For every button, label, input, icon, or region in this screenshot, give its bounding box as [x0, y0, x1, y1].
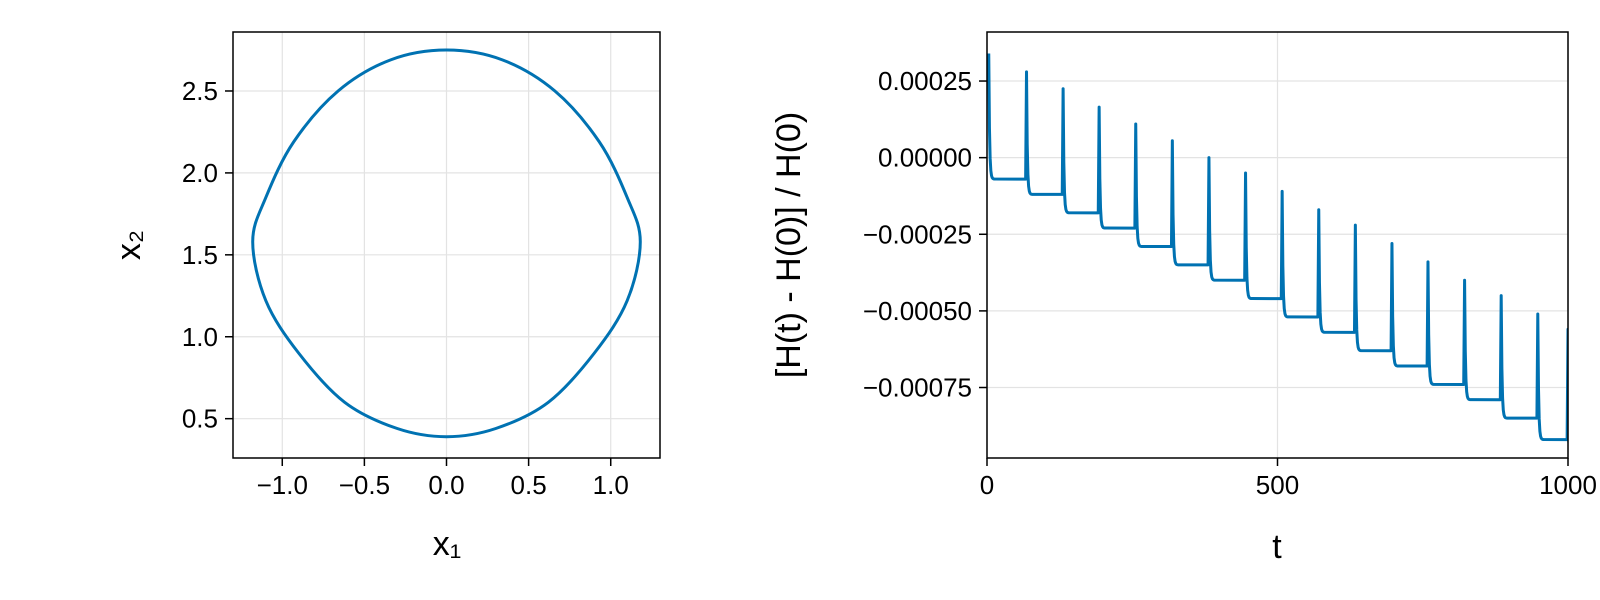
- energy-error-y-tick-label: 0.00000: [878, 143, 972, 173]
- energy-error-grid: [986, 32, 1569, 458]
- phase-portrait-y-tick-label: 0.5: [182, 404, 218, 434]
- phase-portrait-grid: [233, 32, 660, 458]
- phase-portrait-y-tick-label: 2.0: [182, 158, 218, 188]
- phase-portrait-x-tick-label: −0.5: [339, 470, 390, 500]
- phase-portrait-y-tick-label: 1.0: [182, 322, 218, 352]
- phase-portrait-x-tick-label: 0.5: [511, 470, 547, 500]
- energy-error-y-tick-label: −0.00050: [863, 296, 972, 326]
- energy-error-series-line: [987, 53, 1568, 445]
- energy-error-x-axis-title: t: [1272, 528, 1282, 566]
- phase-portrait-y-axis-title: x₂: [110, 230, 148, 260]
- energy-error-y-tick-label: −0.00025: [863, 219, 972, 249]
- phase-portrait-ticks: −1.0 −0.5 0.0 0.5 1.0 0.5 1.0 1.5 2.0 2.5: [182, 76, 629, 500]
- phase-portrait-y-tick-label: 2.5: [182, 76, 218, 106]
- energy-error-y-tick-label: 0.00025: [878, 66, 972, 96]
- phase-portrait-x-tick-label: 1.0: [593, 470, 629, 500]
- phase-portrait-x-tick-label: −1.0: [257, 470, 308, 500]
- energy-error-ticks: 0 500 1000 0.00025 0.00000 −0.00025 −0.00050 −0…: [863, 66, 1597, 500]
- energy-error-y-axis-title: [H(t) - H(0)] / H(0): [770, 112, 808, 378]
- energy-error-x-tick-label: 500: [1256, 470, 1299, 500]
- energy-error-x-tick-label: 1000: [1539, 470, 1597, 500]
- energy-error-panel: 0 500 1000 0.00025 0.00000 −0.00025 −0.00050 −0…: [770, 31, 1597, 566]
- energy-error-y-tick-label: −0.00075: [863, 373, 972, 403]
- energy-error-x-tick-label: 0: [980, 470, 994, 500]
- energy-error-series: [987, 53, 1568, 445]
- phase-portrait-x-axis-title: x₁: [433, 525, 461, 563]
- phase-portrait-y-tick-label: 1.5: [182, 240, 218, 270]
- phase-portrait-series: [251, 48, 642, 439]
- phase-portrait-x-tick-label: 0.0: [428, 470, 464, 500]
- phase-portrait-panel: −1.0 −0.5 0.0 0.5 1.0 0.5 1.0 1.5 2.0 2.5 x₁ x₂: [110, 31, 661, 563]
- phase-portrait-series-line: [251, 48, 642, 439]
